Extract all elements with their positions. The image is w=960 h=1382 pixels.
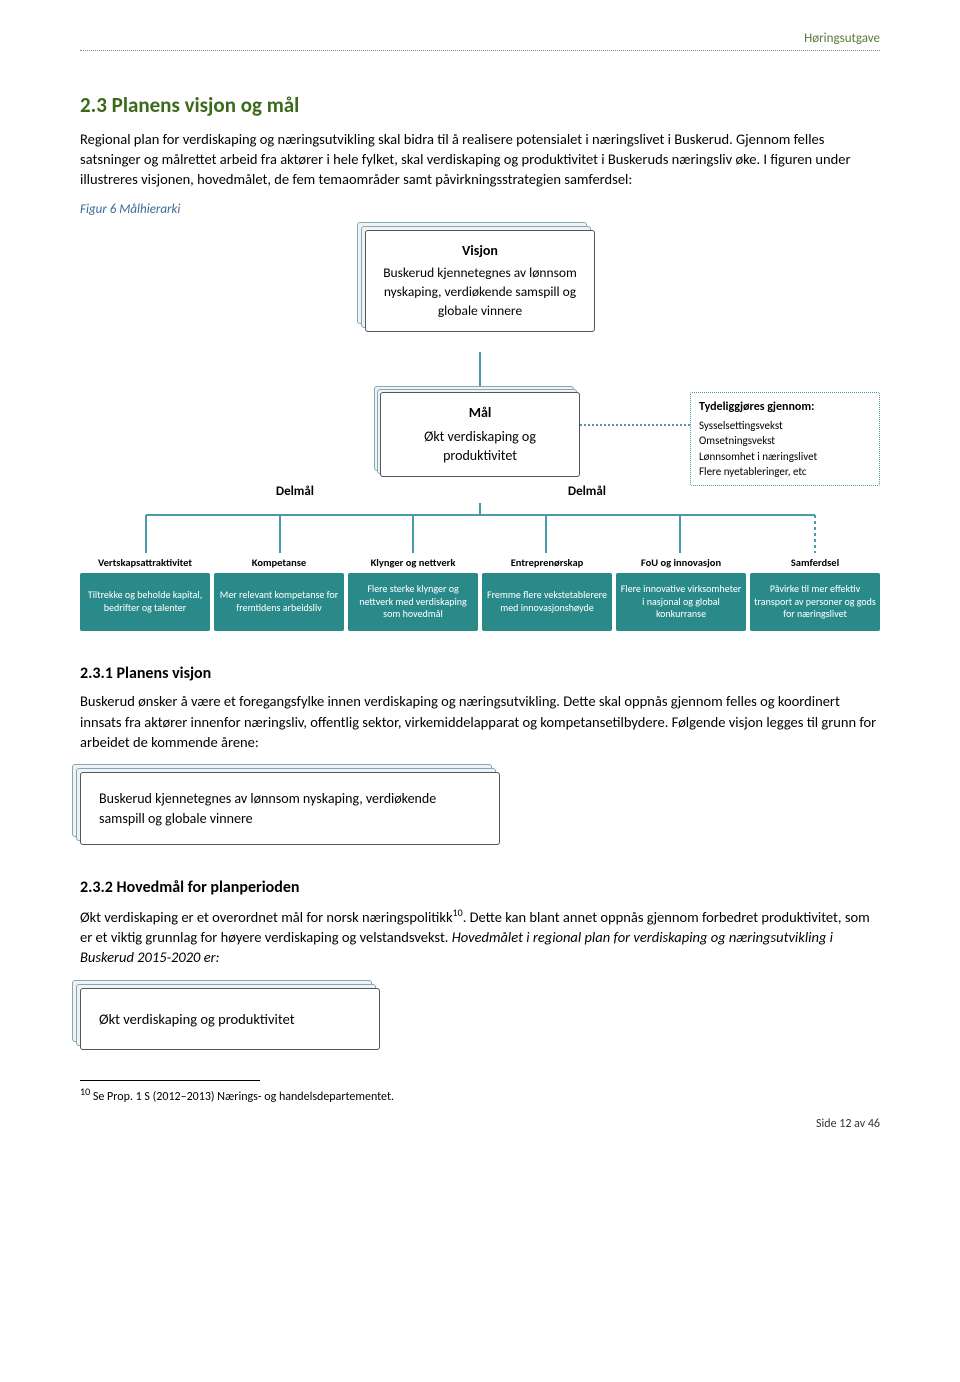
tydelig-title: Tydeliggjøres gjennom: [699, 399, 871, 416]
card-vertskap: Vertskapsattraktivitet Tiltrekke og beho… [80, 555, 210, 631]
vision-text: Buskerud kjennetegnes av lønnsom nyskapi… [382, 264, 578, 321]
subheading-2-3-2: 2.3.2 Hovedmål for planperioden [80, 877, 880, 899]
delmal-cards: Vertskapsattraktivitet Tiltrekke og beho… [80, 555, 880, 631]
header-rule [80, 50, 880, 51]
page-number: Side 12 av 46 [80, 1116, 880, 1133]
card-body: Tiltrekke og beholde kapital, bedrifter … [80, 573, 210, 631]
footnote-number: 10 [80, 1085, 90, 1098]
card-body: Mer relevant kompetanse for fremtidens a… [214, 573, 344, 631]
hovedmal-text: Økt verdiskaping og produktivitet [80, 988, 380, 1050]
footnote-text: Se Prop. 1 S (2012–2013) Nærings- og han… [90, 1090, 394, 1104]
tydelig-item: Sysselsettingsvekst [699, 418, 871, 433]
card-header: Vertskapsattraktivitet [80, 555, 210, 573]
header-label: Høringsutgave [80, 30, 880, 48]
vision-title: Visjon [382, 241, 578, 261]
delmal-label-left: Delmål [80, 483, 344, 501]
card-kompetanse: Kompetanse Mer relevant kompetanse for f… [214, 555, 344, 631]
section-intro: Regional plan for verdiskaping og næring… [80, 129, 880, 190]
card-samferdsel: Samferdsel Påvirke til mer effektiv tran… [750, 555, 880, 631]
delmal-label-right: Delmål [344, 483, 616, 501]
card-header: Entreprenørskap [482, 555, 612, 573]
vision-statement-box: Buskerud kjennetegnes av lønnsom nyskapi… [80, 772, 500, 845]
hovedmal-box: Økt verdiskaping og produktivitet [80, 988, 380, 1050]
mal-title: Mål [397, 403, 563, 423]
card-header: Klynger og nettverk [348, 555, 478, 573]
tydelig-box: Tydeliggjøres gjennom: Sysselsettingsvek… [690, 392, 880, 486]
mal-text: Økt verdiskaping og produktivitet [397, 427, 563, 466]
card-body: Flere innovative virksomheter i nasjonal… [616, 573, 746, 631]
card-header: FoU og innovasjon [616, 555, 746, 573]
footnote-rule [80, 1080, 260, 1081]
sub232-text: Økt verdiskaping er et overordnet mål fo… [80, 906, 880, 968]
card-header: Samferdsel [750, 555, 880, 573]
sub231-text: Buskerud ønsker å være et foregangsfylke… [80, 691, 880, 752]
tydelig-item: Lønnsomhet i næringslivet [699, 449, 871, 464]
vision-statement-text: Buskerud kjennetegnes av lønnsom nyskapi… [80, 772, 500, 845]
card-header: Kompetanse [214, 555, 344, 573]
section-heading-2-3: 2.3 Planens visjon og mål [80, 91, 880, 120]
tydelig-item: Omsetningsvekst [699, 433, 871, 448]
footnote-10: 10 Se Prop. 1 S (2012–2013) Nærings- og … [80, 1085, 880, 1106]
card-fou: FoU og innovasjon Flere innovative virks… [616, 555, 746, 631]
card-body: Fremme flere vekstetablerere med innovas… [482, 573, 612, 631]
card-body: Flere sterke klynger og nettverk med ver… [348, 573, 478, 631]
vision-box: Visjon Buskerud kjennetegnes av lønnsom … [365, 230, 595, 332]
footnote-marker-10: 10 [453, 906, 463, 919]
tree-connectors [80, 503, 880, 553]
goal-hierarchy-diagram: Visjon Buskerud kjennetegnes av lønnsom … [80, 230, 880, 631]
card-klynger: Klynger og nettverk Flere sterke klynger… [348, 555, 478, 631]
card-body: Påvirke til mer effektiv transport av pe… [750, 573, 880, 631]
dotted-connector-mal-tydelig [580, 424, 690, 426]
subheading-2-3-1: 2.3.1 Planens visjon [80, 663, 880, 685]
figure-6-caption: Figur 6 Målhierarki [80, 201, 880, 219]
tydelig-item: Flere nyetableringer, etc [699, 464, 871, 479]
card-entreprenor: Entreprenørskap Fremme flere vekstetable… [482, 555, 612, 631]
mal-box: Mål Økt verdiskaping og produktivitet [380, 392, 580, 477]
sub232-pre: Økt verdiskaping er et overordnet mål fo… [80, 908, 453, 926]
